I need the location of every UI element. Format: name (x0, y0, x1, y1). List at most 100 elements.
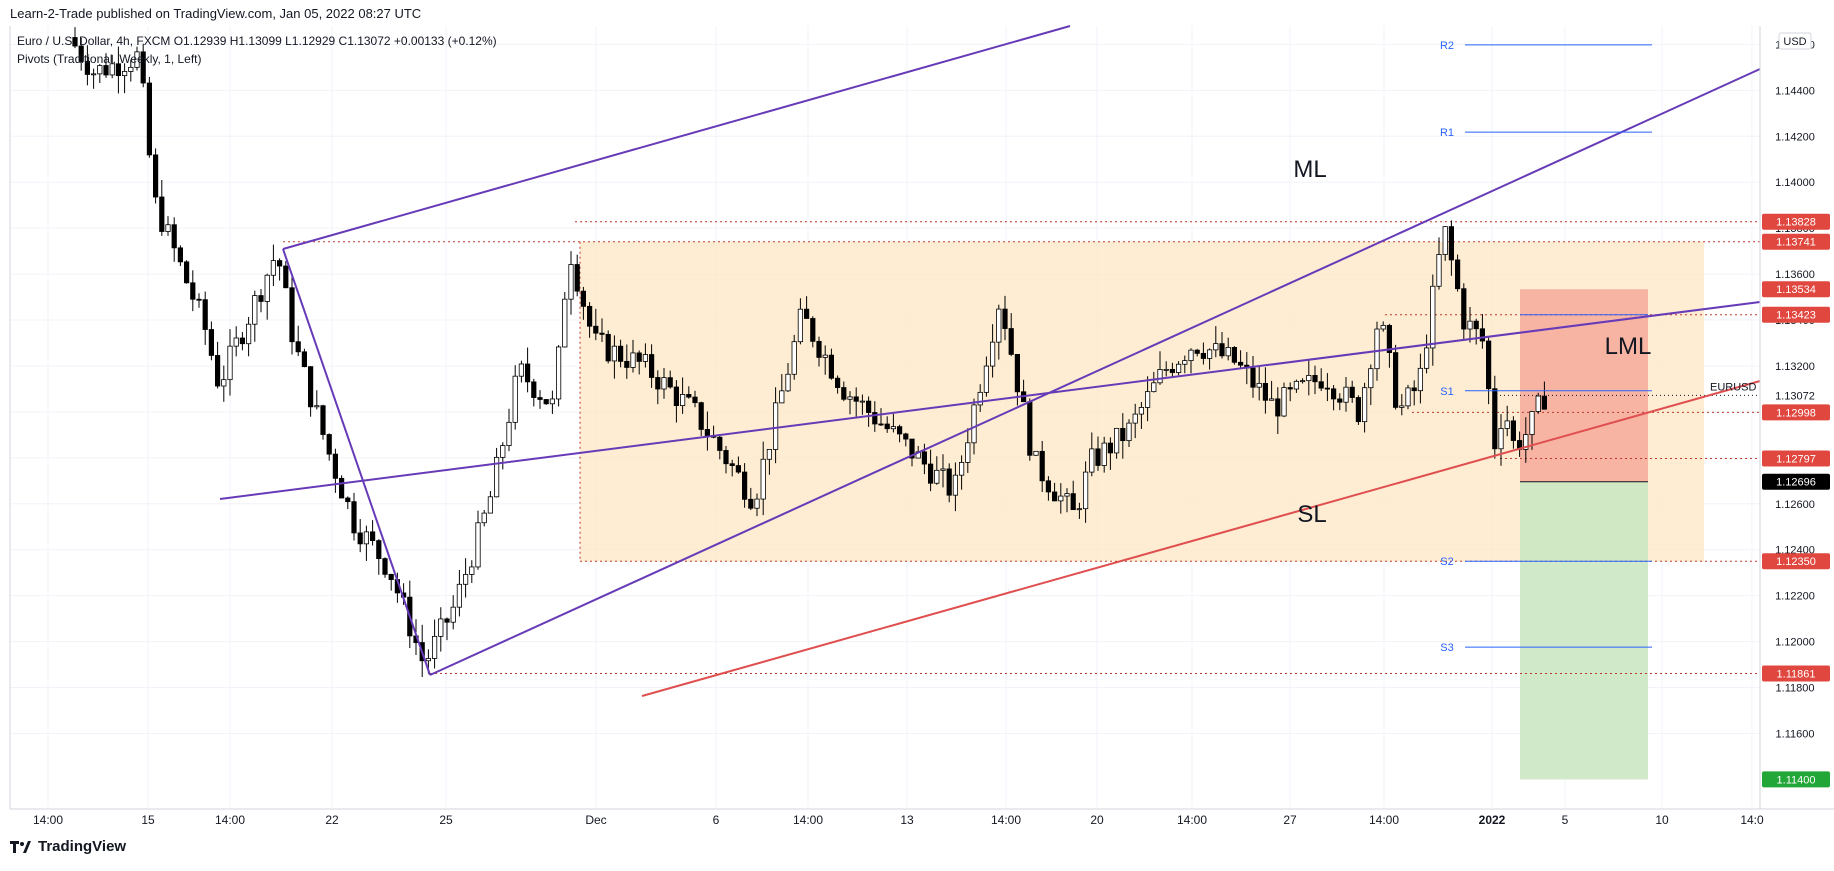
currency-label: USD (1783, 36, 1806, 48)
tradingview-logo-icon (10, 840, 31, 853)
symbol-legend[interactable]: Euro / U.S. Dollar, 4h, FXCM O1.12939 H1… (17, 34, 497, 48)
candle (444, 618, 450, 623)
candle (779, 390, 785, 404)
support-line-sl (641, 380, 1761, 697)
pivot-label-s1: S1 (1440, 386, 1453, 398)
candle (159, 196, 165, 232)
candle (1138, 407, 1144, 415)
price-tag-label: 1.13423 (1776, 310, 1816, 322)
candle (1275, 398, 1281, 417)
x-tick-label: 10 (1655, 813, 1669, 827)
current-price-value: 1.13072 (1775, 390, 1815, 402)
candle (1479, 328, 1485, 342)
candle (78, 45, 84, 62)
currency-badge (1778, 32, 1812, 50)
price-tag (1762, 306, 1830, 323)
candle (1188, 349, 1194, 362)
x-tick-label: 14:00 (793, 813, 823, 827)
price-tag-label: 1.12998 (1776, 407, 1816, 419)
candle (152, 154, 159, 198)
chart-axes: 1.146001.144001.142001.140001.138001.136… (9, 26, 1834, 827)
candle (289, 287, 295, 343)
candle (190, 282, 196, 300)
candle (599, 332, 605, 335)
candle (351, 501, 357, 534)
x-tick-label: 22 (325, 813, 339, 827)
candle (903, 433, 909, 440)
candle (1231, 347, 1237, 363)
candle (214, 355, 221, 387)
candle (1089, 448, 1095, 473)
stop-loss-zone (1520, 289, 1648, 482)
candle (326, 434, 332, 455)
candle (1200, 352, 1206, 359)
candle (1312, 375, 1318, 383)
candle (543, 399, 549, 405)
y-tick-label: 1.13600 (1775, 269, 1815, 281)
candle (946, 468, 952, 496)
candle (1430, 285, 1436, 349)
candle (1424, 347, 1430, 369)
price-tag (1762, 665, 1830, 682)
candle (320, 405, 326, 435)
candle (680, 394, 686, 407)
candle (1002, 308, 1008, 329)
candle (983, 365, 990, 393)
candle (1380, 324, 1386, 330)
x-tick-label: 25 (439, 813, 453, 827)
candle (487, 496, 494, 514)
candle (1337, 398, 1343, 403)
candle (91, 73, 97, 76)
pivot-label-s2: S2 (1440, 556, 1453, 568)
y-tick-label: 1.14200 (1775, 131, 1815, 143)
price-tag-label: 1.11861 (1777, 669, 1816, 681)
price-tag-label: 1.13828 (1776, 217, 1816, 229)
x-tick-label: 27 (1283, 813, 1297, 827)
candle (760, 458, 766, 500)
candle (1064, 493, 1070, 497)
y-tick-label: 1.12200 (1775, 591, 1815, 603)
candle (531, 381, 537, 398)
candle (122, 71, 128, 77)
candle (382, 558, 388, 575)
price-tag (1762, 771, 1830, 788)
x-tick-label: 14:00 (1369, 813, 1399, 827)
candle (655, 377, 661, 390)
candle (165, 224, 171, 232)
indicator-legend[interactable]: Pivots (Traditional, Weekly, 1, Left) (17, 52, 202, 66)
candle (791, 341, 797, 375)
candle (425, 658, 432, 662)
candle (1157, 369, 1163, 384)
candle (1306, 375, 1312, 382)
candle (872, 412, 878, 425)
candle (1194, 349, 1200, 354)
price-tag-label: 1.12797 (1776, 454, 1816, 466)
candle (971, 404, 977, 444)
candle (580, 290, 587, 307)
candle (1058, 495, 1064, 502)
candle (1281, 387, 1287, 417)
candle (1039, 450, 1045, 482)
candle (252, 295, 258, 325)
candle (450, 606, 456, 623)
candle (500, 445, 506, 458)
pivot-label-s3: S3 (1440, 642, 1453, 654)
candle (1182, 360, 1188, 365)
candle (1145, 391, 1151, 408)
candle (134, 51, 140, 68)
candle (816, 340, 822, 358)
candle (890, 426, 897, 430)
candle (1467, 320, 1473, 330)
tradingview-footer[interactable]: TradingView (10, 838, 126, 855)
candle (1163, 368, 1169, 371)
candle (1362, 387, 1368, 423)
candle (1095, 448, 1101, 466)
price-tag (1762, 553, 1830, 570)
candle (977, 391, 983, 406)
candle (1169, 368, 1175, 373)
candle (171, 224, 177, 249)
candle (227, 345, 233, 381)
trend-lines (219, 25, 1761, 697)
